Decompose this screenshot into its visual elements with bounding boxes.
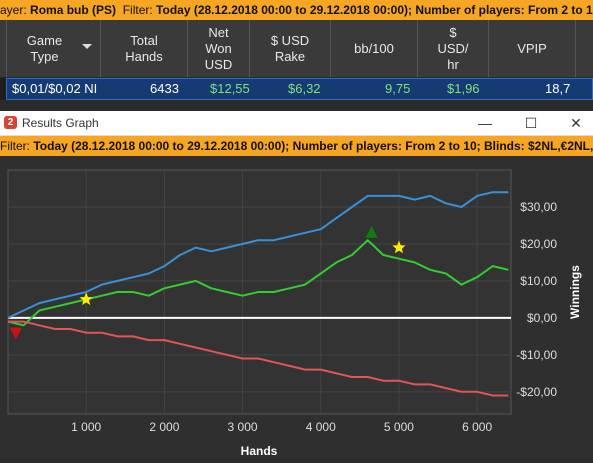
min-marker-icon xyxy=(9,327,22,340)
y-tick-label: $10,00 xyxy=(520,274,557,288)
y-tick-label: $20,00 xyxy=(520,237,557,251)
max-marker-icon xyxy=(365,225,378,238)
filter-label: Filter: xyxy=(122,3,153,17)
cell-rake: $6,32 xyxy=(288,81,321,96)
top-filter-bar: ayer: Roma bub (PS) Filter: Today (28.12… xyxy=(0,0,593,20)
cell-bb100: 9,75 xyxy=(385,81,411,96)
col-rake[interactable]: $ USD Rake xyxy=(250,20,331,77)
y-tick-label: $30,00 xyxy=(520,200,557,214)
cell-usd-hr: $1,96 xyxy=(447,81,480,96)
minimize-button[interactable]: — xyxy=(478,115,492,131)
graph-filter-text[interactable]: Today (28.12.2018 00:00 to 29.12.2018 00… xyxy=(33,139,593,153)
star-marker-icon xyxy=(392,240,406,254)
stats-table-header: Game Type Total Hands Net Won USD $ USD … xyxy=(0,20,593,78)
results-graph-titlebar[interactable]: 2 Results Graph — ☐ ✕ xyxy=(0,111,593,136)
player-prefix: ayer: xyxy=(0,3,27,17)
y-tick-label: -$20,00 xyxy=(516,385,557,399)
row-gutter xyxy=(0,20,7,77)
col-label: Net Won USD xyxy=(204,24,233,72)
app-logo-icon: 2 xyxy=(4,116,17,129)
stats-table-row[interactable]: $0,01/$0,02 NI 6433 $12,55 $6,32 9,75 $1… xyxy=(0,78,593,100)
maximize-button[interactable]: ☐ xyxy=(524,115,538,131)
col-label: Total Hands xyxy=(125,32,163,64)
x-tick-label: 3 000 xyxy=(228,420,258,434)
col-label: $ USD/ hr xyxy=(437,24,469,72)
cell-total-hands: 6433 xyxy=(150,81,179,96)
col-label: $ USD Rake xyxy=(270,32,310,64)
results-graph: 1 000 2 000 3 000 4 000 5 000 6 000 -$20,00 -$… xyxy=(0,156,593,458)
col-total-hands[interactable]: Total Hands xyxy=(101,20,188,77)
y-tick-label: $0,00 xyxy=(527,311,557,325)
sort-desc-icon[interactable] xyxy=(82,44,92,49)
x-tick-label: 6 000 xyxy=(462,420,492,434)
col-usd-hr[interactable]: $ USD/ hr xyxy=(418,20,489,77)
y-axis-label: Winnings xyxy=(568,265,582,319)
col-net-won[interactable]: Net Won USD xyxy=(188,20,250,77)
cell-vpip: 18,7 xyxy=(545,81,571,96)
x-tick-label: 1 000 xyxy=(71,420,101,434)
col-bb100[interactable]: bb/100 xyxy=(331,20,418,77)
series-line-2 xyxy=(8,320,509,397)
star-marker-icon xyxy=(79,292,93,306)
window-gap xyxy=(0,100,593,111)
close-button[interactable]: ✕ xyxy=(570,115,582,131)
graph-filter-label: Filter: xyxy=(0,139,30,153)
col-vpip[interactable]: VPIP xyxy=(489,20,576,77)
x-tick-label: 2 000 xyxy=(149,420,179,434)
results-chart-svg: 1 000 2 000 3 000 4 000 5 000 6 000 -$20,00 -$… xyxy=(7,169,582,458)
col-label: VPIP xyxy=(517,40,547,56)
x-tick-label: 4 000 xyxy=(306,420,336,434)
col-label: Game Type xyxy=(26,32,63,64)
graph-filter-bar: Filter: Today (28.12.2018 00:00 to 29.12… xyxy=(0,136,593,156)
player-name[interactable]: Roma bub (PS) xyxy=(30,3,117,17)
x-axis-label: Hands xyxy=(241,444,278,458)
filter-text[interactable]: Today (28.12.2018 00:00 to 29.12.2018 00… xyxy=(156,3,593,17)
col-overflow xyxy=(576,20,593,77)
series-line-0 xyxy=(7,191,509,319)
cell-net-won: $12,55 xyxy=(210,81,250,96)
y-tick-label: -$10,00 xyxy=(516,348,557,362)
cell-game-type: $0,01/$0,02 NI xyxy=(12,81,98,96)
col-game-type[interactable]: Game Type xyxy=(7,20,101,77)
x-tick-label: 5 000 xyxy=(384,420,414,434)
col-label: bb/100 xyxy=(354,40,394,56)
window-title: Results Graph xyxy=(22,116,99,130)
